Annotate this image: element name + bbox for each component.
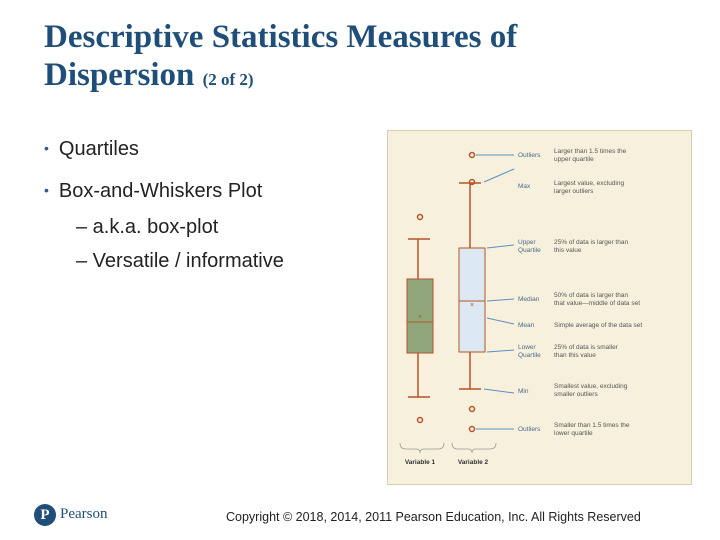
arrow-median bbox=[486, 298, 515, 302]
arrow-max bbox=[483, 168, 515, 183]
title-line-2: Dispersion (2 of 2) bbox=[44, 56, 604, 99]
legend-term: Quartile bbox=[518, 247, 541, 254]
var1-box bbox=[406, 278, 434, 354]
legend-desc: smaller outliers bbox=[554, 391, 598, 398]
arrow-lower-quartile bbox=[486, 349, 515, 353]
legend-term: Mean bbox=[518, 322, 535, 329]
bullet-text: Box-and-Whiskers Plot bbox=[58, 180, 263, 202]
var2-lower-outlier-1 bbox=[468, 405, 476, 413]
legend-term: Max bbox=[518, 183, 531, 190]
box-plot-figure: × × Outliers Max Upper Quartile Median M… bbox=[387, 130, 692, 485]
bullet-item: • Quartiles bbox=[44, 138, 139, 161]
var2-mean-marker: × bbox=[470, 302, 474, 309]
slide-title: Descriptive Statistics Measures of Dispe… bbox=[44, 18, 604, 99]
legend-desc: larger outliers bbox=[554, 188, 594, 195]
var1-lower-outlier bbox=[416, 416, 424, 424]
bullet-dot: • bbox=[44, 182, 49, 198]
box-plot-svg: × × Outliers Max Upper Quartile Median M… bbox=[399, 148, 642, 466]
legend-term: Median bbox=[518, 296, 540, 303]
bullet-text: Quartiles bbox=[58, 138, 139, 160]
pearson-logo: P Pearson bbox=[34, 503, 124, 533]
legend-desc: 25% of data is smaller bbox=[554, 344, 619, 351]
title-line-1: Descriptive Statistics Measures of bbox=[44, 19, 518, 55]
var2-lower-outlier-2 bbox=[468, 425, 476, 433]
legend-desc: Smaller than 1.5 times the bbox=[554, 422, 630, 429]
legend-term: Outliers bbox=[518, 426, 541, 433]
var2-box bbox=[458, 247, 486, 353]
var1-brace bbox=[399, 442, 445, 454]
arrow-upper-quartile bbox=[486, 244, 515, 249]
variable-1-label: Variable 1 bbox=[405, 459, 436, 466]
variable-2-label: Variable 2 bbox=[458, 459, 489, 466]
pearson-logo-text: Pearson bbox=[60, 506, 108, 522]
legend-desc: Smallest value, excluding bbox=[554, 383, 628, 390]
legend-desc: 50% of data is larger than bbox=[554, 292, 628, 299]
legend-desc: Simple average of the data set bbox=[554, 322, 642, 329]
legend-desc: that value—middle of data set bbox=[554, 300, 640, 307]
var2-upper-outlier-2 bbox=[468, 178, 476, 186]
legend-desc: than this value bbox=[554, 352, 596, 359]
arrow-mean bbox=[486, 317, 515, 325]
legend-desc: lower quartile bbox=[554, 430, 593, 437]
var1-upper-outlier bbox=[416, 213, 424, 221]
var2-brace bbox=[451, 442, 497, 454]
legend-term: Outliers bbox=[518, 152, 541, 159]
sub-bullet-item: – Versatile / informative bbox=[76, 250, 284, 272]
legend-term: Upper bbox=[518, 239, 537, 246]
legend-term: Quartile bbox=[518, 352, 541, 359]
arrow-min bbox=[483, 388, 515, 394]
legend-desc: upper quartile bbox=[554, 156, 594, 163]
legend-desc: 25% of data is larger than bbox=[554, 239, 628, 246]
legend-term: Min bbox=[518, 388, 529, 395]
var1-mean-marker: × bbox=[418, 314, 422, 321]
title-main-word: Dispersion bbox=[44, 57, 195, 93]
bullet-dot: • bbox=[44, 140, 49, 156]
copyright-notice: Copyright © 2018, 2014, 2011 Pearson Edu… bbox=[226, 510, 641, 524]
sub-bullet-item: – a.k.a. box-plot bbox=[76, 216, 219, 238]
title-page-count: (2 of 2) bbox=[202, 70, 254, 89]
legend-desc: this value bbox=[554, 247, 582, 254]
legend-desc: Larger than 1.5 times the bbox=[554, 148, 627, 155]
var2-upper-outlier-1 bbox=[468, 151, 476, 159]
legend-term: Lower bbox=[518, 344, 537, 351]
pearson-logo-icon: P bbox=[34, 504, 56, 526]
bullet-item: • Box-and-Whiskers Plot bbox=[44, 180, 262, 203]
legend-desc: Largest value, excluding bbox=[554, 180, 624, 187]
